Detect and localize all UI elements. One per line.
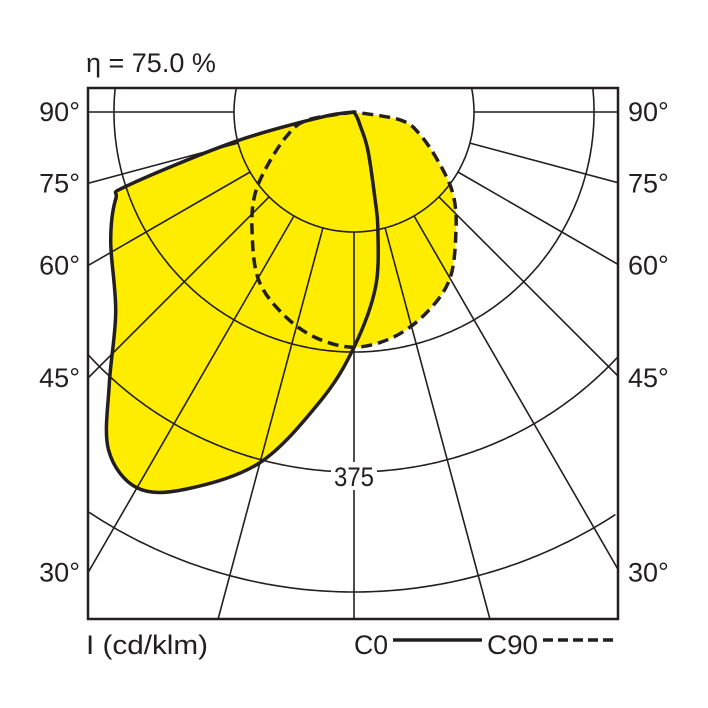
chart-title: η = 75.0 %: [86, 48, 216, 78]
grid-spoke-15: [384, 227, 491, 619]
grid-spoke-45: [438, 196, 618, 377]
angle-label-left-75: 75°: [39, 168, 80, 198]
curve-c90: [250, 110, 458, 349]
legend-c90-label: C90: [487, 630, 538, 660]
angle-label-left-30: 30°: [39, 558, 80, 588]
angle-label-left-90: 90°: [39, 97, 80, 127]
grid-ring-250: [113, 88, 595, 353]
angle-label-right-60: 60°: [628, 251, 669, 281]
angle-label-right-45: 45°: [628, 363, 669, 393]
ring-label-bg: [331, 462, 377, 490]
curve-c0: [104, 110, 380, 495]
angle-label-right-75: 75°: [628, 168, 669, 198]
grid-spoke--45: [88, 196, 270, 379]
plot-frame: [86, 86, 620, 621]
ring-label: 375: [334, 462, 374, 492]
grid-spoke-30: [413, 215, 618, 570]
grid-spoke--15: [217, 227, 324, 619]
grid-spoke--30: [88, 215, 295, 574]
grid-ring-375: [88, 354, 618, 473]
legend-c0-label: C0: [354, 630, 388, 660]
angle-label-right-30: 30°: [628, 558, 669, 588]
angle-label-right-90: 90°: [628, 97, 669, 127]
grid-spoke--60: [88, 171, 251, 267]
angle-label-left-60: 60°: [39, 251, 80, 281]
grid-spoke-60: [457, 171, 618, 266]
unit-label: I (cd/klm): [86, 630, 208, 660]
angle-label-left-45: 45°: [39, 363, 80, 393]
grid-ring-125: [233, 88, 475, 233]
fill-c0: [106, 112, 379, 493]
grid-ring-500: [88, 511, 616, 593]
grid-spoke-75: [469, 142, 618, 184]
